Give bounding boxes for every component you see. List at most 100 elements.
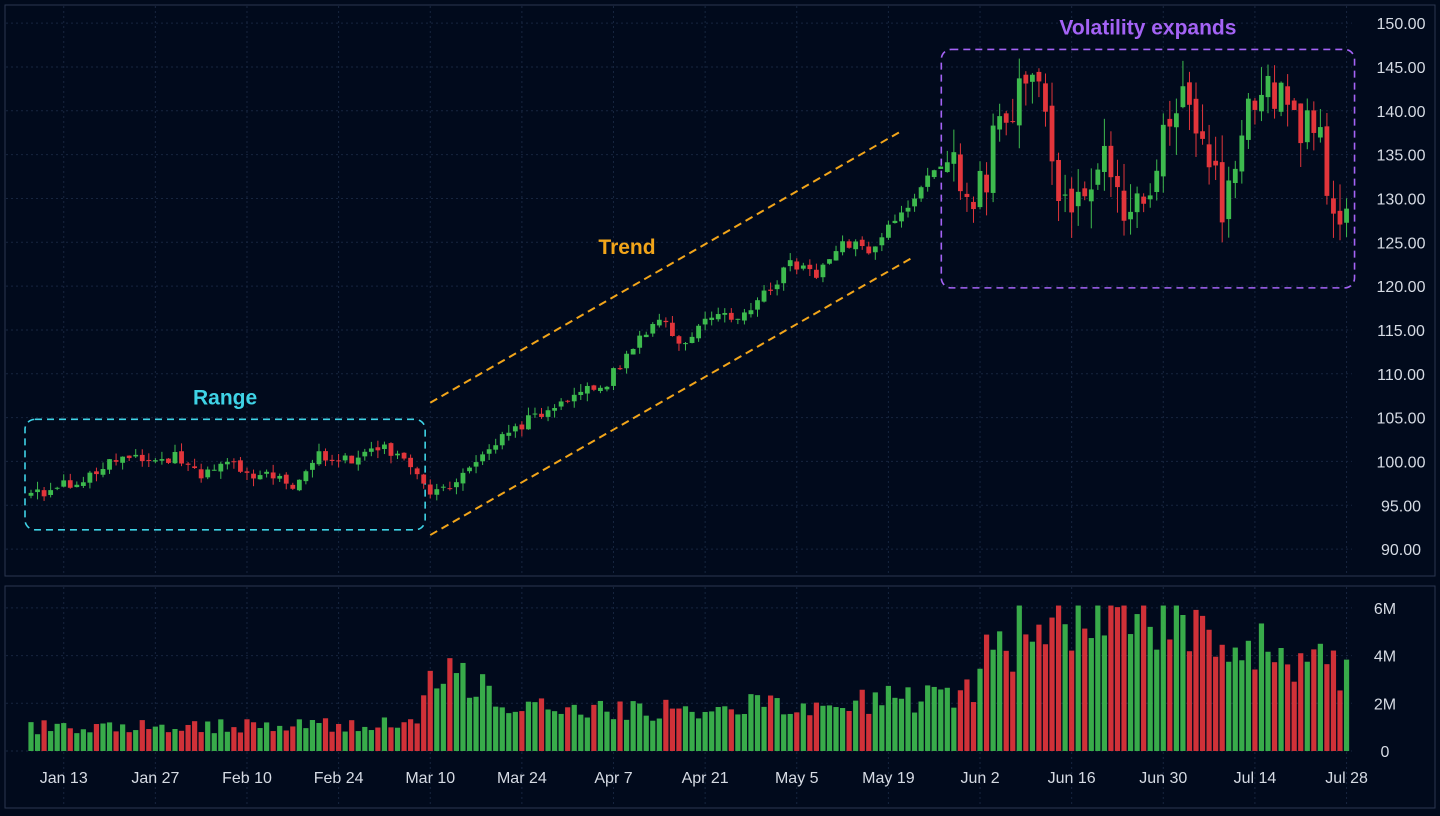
volume-bar bbox=[1337, 690, 1343, 751]
candle-body bbox=[238, 460, 243, 472]
candle-body bbox=[611, 368, 616, 386]
candle-body bbox=[1147, 195, 1153, 200]
volume-bar bbox=[925, 685, 931, 751]
volume-bar bbox=[1016, 605, 1022, 751]
volume-bar bbox=[689, 711, 695, 751]
volume-bar bbox=[1271, 662, 1278, 751]
candle-body bbox=[1029, 74, 1035, 82]
time-tick-label: Jun 30 bbox=[1139, 770, 1187, 787]
candle-body bbox=[493, 445, 499, 450]
candle-body bbox=[748, 310, 754, 315]
volume-bar bbox=[702, 711, 708, 751]
candle-body bbox=[1344, 208, 1349, 223]
volume-bar bbox=[853, 700, 859, 751]
candle-body bbox=[172, 451, 178, 464]
candle-body bbox=[35, 489, 40, 493]
volume-bar bbox=[767, 695, 774, 751]
time-tick-label: Feb 10 bbox=[222, 770, 272, 787]
volume-bar bbox=[715, 707, 721, 751]
volume-bar bbox=[165, 732, 172, 751]
volume-bar bbox=[1141, 605, 1147, 751]
candle-body bbox=[1187, 82, 1192, 105]
price-tick-label: 105.00 bbox=[1377, 411, 1426, 428]
candle-body bbox=[395, 453, 400, 456]
time-tick-label: Apr 7 bbox=[594, 770, 632, 787]
volume-bar bbox=[1252, 669, 1258, 751]
volume-bar bbox=[231, 727, 237, 751]
candle-body bbox=[1069, 188, 1075, 213]
candle-body bbox=[54, 487, 60, 489]
volume-tick-label: 2M bbox=[1374, 696, 1396, 713]
volume-bar bbox=[486, 685, 492, 751]
candle-body bbox=[1160, 124, 1166, 177]
volume-bar bbox=[473, 696, 479, 751]
candle-body bbox=[388, 443, 394, 456]
candle-body bbox=[683, 343, 688, 345]
volume-bar bbox=[839, 708, 846, 751]
volume-bar bbox=[401, 722, 407, 751]
candle-body bbox=[336, 460, 342, 462]
volume-bar bbox=[408, 719, 414, 751]
volume-bar bbox=[807, 715, 813, 751]
volume-axis: 0 2M 4M 6M bbox=[1374, 601, 1396, 761]
volume-bar bbox=[1173, 605, 1179, 751]
candle-body bbox=[192, 466, 198, 469]
candle-body bbox=[814, 269, 819, 278]
volume-bar bbox=[525, 701, 532, 751]
annotation-label: Range bbox=[193, 386, 257, 409]
volume-bar bbox=[885, 685, 891, 751]
candle-body bbox=[447, 488, 453, 490]
volume-pane-border bbox=[4, 585, 1436, 809]
candle-body bbox=[1272, 82, 1277, 109]
candle-body bbox=[807, 264, 813, 270]
candle-body bbox=[1128, 211, 1133, 220]
candle-body bbox=[840, 241, 845, 253]
volume-bar bbox=[322, 718, 329, 751]
candle-body bbox=[670, 322, 675, 336]
candle-body bbox=[467, 467, 472, 472]
candle-body bbox=[637, 335, 643, 348]
candle-body bbox=[512, 426, 518, 432]
volume-bar bbox=[499, 707, 505, 751]
candle-body bbox=[1088, 189, 1094, 202]
volume-bar bbox=[911, 712, 918, 751]
volume-bar bbox=[48, 731, 54, 751]
candle-body bbox=[630, 348, 636, 355]
volume-bar bbox=[1317, 643, 1323, 751]
candle-body bbox=[1278, 82, 1284, 112]
time-tick-label: Apr 21 bbox=[682, 770, 729, 787]
candle-body bbox=[218, 463, 224, 472]
volume-bar bbox=[794, 712, 800, 751]
candle-body bbox=[643, 334, 649, 338]
volume-bar bbox=[872, 692, 878, 751]
volume-bar bbox=[1147, 626, 1153, 751]
candle-body bbox=[1252, 100, 1258, 110]
volume-bar bbox=[1003, 650, 1009, 751]
candle-body bbox=[957, 154, 963, 192]
candle-body bbox=[1036, 71, 1042, 82]
volume-bar bbox=[237, 732, 244, 751]
candle-body bbox=[244, 471, 250, 473]
candle-body bbox=[1226, 180, 1232, 220]
volume-bar bbox=[146, 729, 152, 751]
volume-bar bbox=[558, 713, 564, 751]
volume-bar bbox=[61, 723, 67, 751]
time-tick-label: Jan 13 bbox=[40, 770, 88, 787]
volume-bar bbox=[139, 720, 145, 751]
candle-body bbox=[787, 260, 793, 267]
annotation-box bbox=[24, 418, 426, 531]
annotation-layer bbox=[24, 48, 1356, 536]
volume-bar bbox=[571, 704, 577, 751]
volume-bar bbox=[630, 701, 636, 751]
candle-body bbox=[768, 289, 773, 291]
candle-body bbox=[1219, 162, 1225, 223]
candle-body bbox=[1291, 100, 1297, 110]
candle-body bbox=[41, 490, 47, 497]
candle-body bbox=[885, 224, 891, 238]
candle-body bbox=[1173, 113, 1179, 128]
candle-body bbox=[179, 451, 184, 464]
candle-body bbox=[977, 170, 983, 208]
candle-body bbox=[781, 267, 787, 284]
volume-bar bbox=[80, 729, 86, 751]
candle-body bbox=[1108, 145, 1114, 178]
